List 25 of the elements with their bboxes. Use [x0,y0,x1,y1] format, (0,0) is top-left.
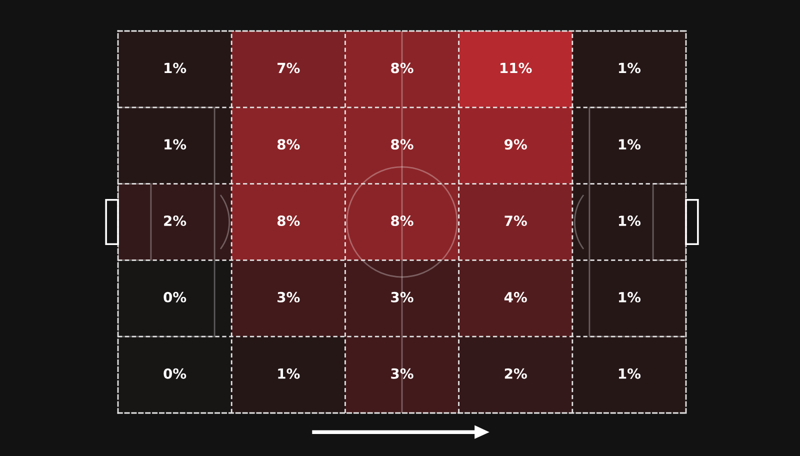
data-label: 1% [164,62,186,74]
data-label: 1% [618,139,641,150]
data-label: 7% [278,62,300,74]
data-label: 7% [504,216,527,226]
data-label: 1% [618,216,641,226]
data-label: 4% [504,292,527,302]
data-label: 3% [391,368,414,379]
data-label: 8% [277,139,300,150]
data-label: 8% [277,216,300,226]
data-label: 0% [164,292,186,302]
data-label: 2% [504,368,527,379]
data-label: 1% [618,62,641,74]
data-label: 0% [164,368,186,379]
data-label: 3% [391,292,414,302]
data-label: 1% [278,368,300,379]
data-label: 1% [164,139,186,150]
data-label: 2% [164,216,186,226]
data-label: 11% [500,62,532,74]
data-label: 1% [618,368,641,379]
data-label: 8% [391,62,414,74]
data-label: 8% [391,139,414,150]
data-label: 1% [618,292,641,302]
data-label: 8% [391,216,414,226]
data-label: 9% [504,139,527,150]
data-label: 3% [278,292,300,302]
